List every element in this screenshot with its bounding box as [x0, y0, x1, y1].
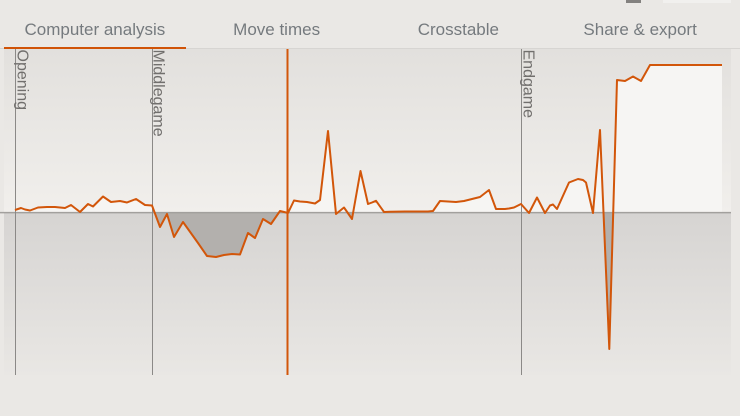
svg-text:Endgame: Endgame: [520, 50, 537, 119]
svg-text:Opening: Opening: [14, 50, 31, 111]
svg-text:Middlegame: Middlegame: [150, 50, 167, 137]
